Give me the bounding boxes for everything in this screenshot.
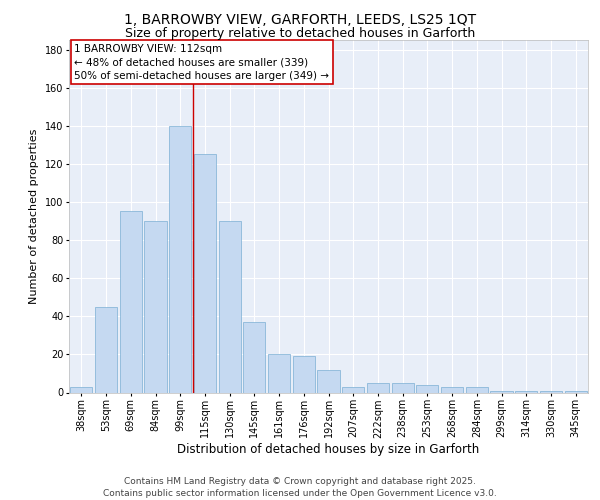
Bar [317,370,340,392]
Bar [119,212,142,392]
Text: Size of property relative to detached houses in Garforth: Size of property relative to detached ho… [125,28,475,40]
Bar [466,387,488,392]
Bar [416,385,439,392]
Bar [293,356,315,392]
Bar [515,390,538,392]
Text: Contains HM Land Registry data © Crown copyright and database right 2025.
Contai: Contains HM Land Registry data © Crown c… [103,476,497,498]
Bar [169,126,191,392]
Bar [540,390,562,392]
Bar [367,383,389,392]
Bar [392,383,414,392]
Y-axis label: Number of detached properties: Number of detached properties [29,128,40,304]
Bar [565,390,587,392]
Bar [70,387,92,392]
Bar [490,390,512,392]
Bar [145,221,167,392]
Bar [194,154,216,392]
Bar [268,354,290,393]
X-axis label: Distribution of detached houses by size in Garforth: Distribution of detached houses by size … [178,443,479,456]
Bar [243,322,265,392]
Text: 1 BARROWBY VIEW: 112sqm
← 48% of detached houses are smaller (339)
50% of semi-d: 1 BARROWBY VIEW: 112sqm ← 48% of detache… [74,44,329,80]
Bar [218,221,241,392]
Text: 1, BARROWBY VIEW, GARFORTH, LEEDS, LS25 1QT: 1, BARROWBY VIEW, GARFORTH, LEEDS, LS25 … [124,12,476,26]
Bar [342,387,364,392]
Bar [441,387,463,392]
Bar [95,307,117,392]
